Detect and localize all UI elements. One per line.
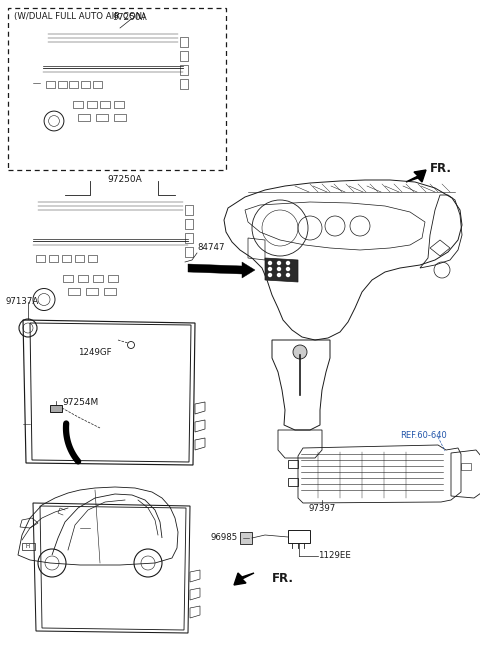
Circle shape: [293, 345, 307, 359]
Text: FR.: FR.: [430, 162, 452, 174]
Text: 97254M: 97254M: [62, 398, 98, 407]
Text: (W/DUAL FULL AUTO AIR CON): (W/DUAL FULL AUTO AIR CON): [14, 12, 145, 21]
Text: 97250A: 97250A: [113, 13, 147, 22]
Text: FR.: FR.: [272, 572, 294, 584]
Text: H: H: [26, 544, 30, 548]
Text: REF.60-640: REF.60-640: [400, 430, 447, 440]
Polygon shape: [406, 170, 426, 182]
Text: 1249GF: 1249GF: [78, 348, 112, 357]
Polygon shape: [240, 532, 252, 544]
Polygon shape: [50, 405, 62, 412]
Circle shape: [287, 267, 289, 271]
Text: 97250A: 97250A: [108, 175, 143, 184]
Circle shape: [277, 267, 280, 271]
Text: 97137A: 97137A: [5, 297, 38, 307]
Circle shape: [277, 261, 280, 265]
Circle shape: [268, 261, 272, 265]
Circle shape: [287, 274, 289, 276]
Circle shape: [287, 261, 289, 265]
Text: 1129EE: 1129EE: [318, 552, 351, 561]
Polygon shape: [188, 262, 255, 278]
Text: 97397: 97397: [308, 504, 336, 513]
Polygon shape: [234, 573, 254, 585]
Text: 96985: 96985: [211, 534, 238, 542]
Circle shape: [268, 267, 272, 271]
Text: 84747: 84747: [197, 244, 225, 252]
Circle shape: [277, 274, 280, 276]
Polygon shape: [265, 258, 298, 282]
Circle shape: [268, 274, 272, 276]
